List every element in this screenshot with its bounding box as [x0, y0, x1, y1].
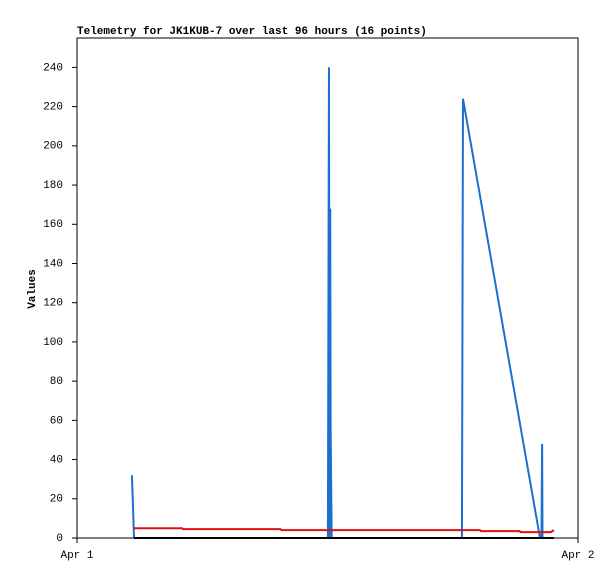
y-tick-label: 40: [50, 454, 63, 466]
y-tick-label: 120: [43, 298, 63, 310]
y-tick-label: 100: [43, 337, 63, 349]
y-tick-label: 180: [43, 180, 63, 192]
series-line: [133, 527, 555, 534]
y-tick-label: 20: [50, 494, 63, 506]
y-tick-label: 200: [43, 141, 63, 153]
y-tick-label: 60: [50, 415, 63, 427]
series-line: [130, 67, 544, 539]
chart-title: Telemetry for JK1KUB-7 over last 96 hour…: [77, 26, 427, 38]
y-tick-label: 160: [43, 219, 63, 231]
x-tick-label: Apr 2: [561, 550, 594, 562]
y-tick-label: 140: [43, 258, 63, 270]
y-tick-label: 240: [43, 62, 63, 74]
x-tick-label: Apr 1: [60, 550, 93, 562]
y-tick-label: 220: [43, 102, 63, 114]
y-axis-label: Values: [27, 269, 39, 309]
y-tick-label: 80: [50, 376, 63, 388]
y-tick-label: 0: [56, 533, 63, 545]
